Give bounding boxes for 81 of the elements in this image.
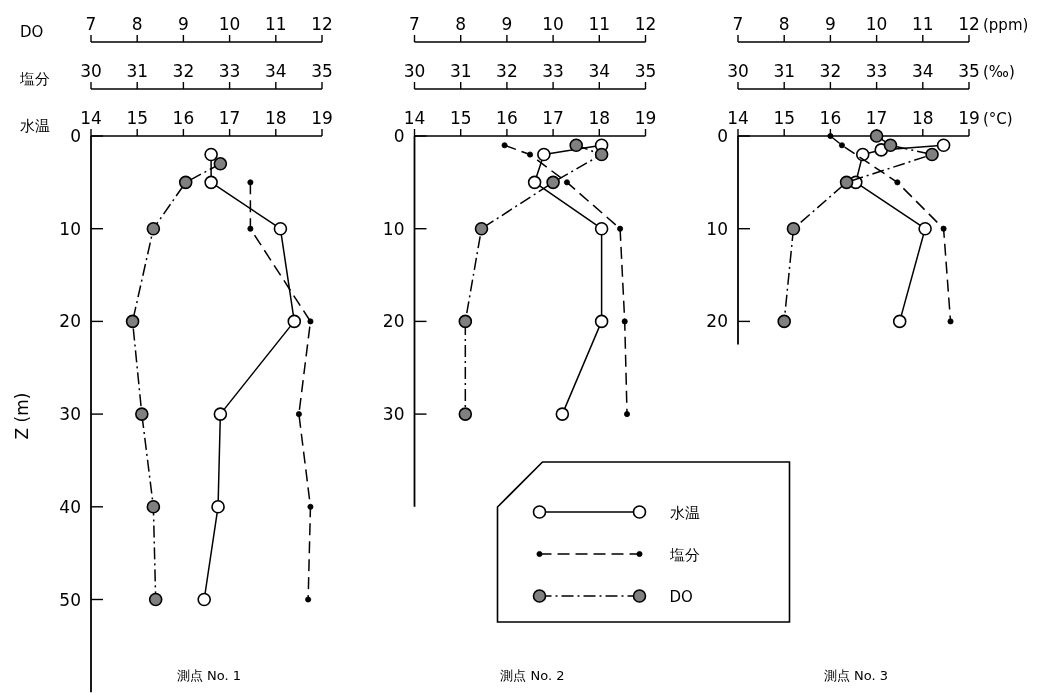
x2-tick-label: 32 — [819, 61, 842, 81]
legend-label: DO — [669, 588, 693, 606]
y-tick-label: 0 — [717, 126, 728, 146]
x-axis-title: (°C) — [983, 110, 1013, 128]
x-tick-label: 16 — [496, 108, 518, 128]
x2-tick-label: 31 — [773, 61, 796, 81]
x-tick-label: 8 — [455, 14, 467, 34]
x-tick-label: 10 — [865, 14, 888, 34]
x-tick-label: 16 — [819, 108, 842, 128]
x2-axis-title: 塩分 — [19, 70, 50, 88]
x-tick-label: 12 — [311, 14, 333, 34]
x2-tick-label: 34 — [264, 61, 287, 81]
x-tick-label: 17 — [542, 108, 564, 128]
legend-label: 水温 — [669, 504, 700, 522]
x2-tick-label: 33 — [542, 61, 564, 81]
y-tick-label: 20 — [706, 311, 728, 332]
x-tick-label: 17 — [865, 108, 888, 128]
x2-tick-label: 31 — [449, 61, 472, 81]
text: 測点 No. 3 — [823, 668, 889, 683]
y-tick-label: 10 — [59, 218, 81, 239]
x2-tick-label: 35 — [958, 61, 980, 81]
legend-label: 塩分 — [668, 546, 700, 564]
x2-tick-label: 32 — [496, 61, 518, 81]
x-tick-label: 14 — [80, 108, 102, 128]
y-tick-label: 20 — [59, 311, 81, 332]
x-axis-title: 水温 — [20, 117, 50, 135]
x2-tick-label: 35 — [311, 61, 333, 81]
y-tick-label: 0 — [393, 126, 405, 146]
x-tick-label: 12 — [958, 14, 980, 34]
y-tick-label: 0 — [70, 126, 81, 146]
y-tick-label: 50 — [59, 589, 81, 610]
x-tick-label: 9 — [177, 14, 189, 34]
x-tick-label: 15 — [126, 108, 149, 128]
x2-tick-label: 33 — [218, 61, 241, 81]
x-axis-title: (ppm) — [983, 16, 1029, 34]
x2-tick-label: 30 — [403, 61, 426, 81]
y-tick-label: 10 — [382, 218, 405, 239]
y-axis-title: Z (m) — [12, 392, 32, 440]
x2-tick-label: 34 — [588, 61, 611, 81]
x-tick-label: 19 — [311, 108, 333, 128]
x-tick-label: 18 — [264, 108, 287, 128]
y-tick-label: 10 — [706, 218, 728, 239]
x-tick-label: 12 — [634, 14, 657, 34]
x-tick-label: 8 — [778, 14, 790, 34]
x2-axis-title: (‰) — [983, 63, 1015, 81]
y-tick-label: 40 — [59, 496, 81, 517]
x2-tick-label: 31 — [126, 61, 149, 81]
x-tick-label: 15 — [449, 108, 472, 128]
y-tick-label: 20 — [382, 311, 405, 332]
x-tick-label: 9 — [824, 14, 836, 34]
legend: DO — [532, 588, 693, 606]
x2-tick-label: 30 — [727, 61, 749, 81]
x-tick-label: 7 — [409, 14, 420, 34]
x-tick-label: 17 — [218, 108, 241, 128]
x-axis-title: DO — [20, 23, 44, 41]
y-tick-label: 30 — [59, 404, 81, 425]
x-tick-label: 7 — [732, 14, 744, 34]
x-tick-label: 14 — [403, 108, 426, 128]
x-tick-label: 7 — [85, 14, 97, 34]
x-tick-label: 19 — [958, 108, 980, 128]
text: 測点 No. 2 — [500, 668, 565, 683]
x-tick-label: 16 — [172, 108, 195, 128]
x-tick-label: 8 — [131, 14, 143, 34]
x-tick-label: 11 — [588, 14, 611, 34]
x2-tick-label: 32 — [172, 61, 195, 81]
x-tick-label: 11 — [264, 14, 287, 34]
x-tick-label: 14 — [727, 108, 749, 128]
x-tick-label: 9 — [501, 14, 513, 34]
x-tick-label: 11 — [911, 14, 934, 34]
x2-tick-label: 34 — [911, 61, 934, 81]
text: 測点 No. 1 — [176, 668, 242, 683]
x-tick-label: 18 — [588, 108, 611, 128]
x-tick-label: 15 — [773, 108, 796, 128]
y-tick-label: 30 — [382, 404, 405, 425]
x2-tick-label: 35 — [634, 61, 657, 81]
x-tick-label: 19 — [634, 108, 657, 128]
x-tick-label: 10 — [218, 14, 241, 34]
x-tick-label: 18 — [911, 108, 934, 128]
x2-tick-label: 33 — [865, 61, 888, 81]
x-tick-label: 10 — [542, 14, 564, 34]
x2-tick-label: 30 — [80, 61, 102, 81]
